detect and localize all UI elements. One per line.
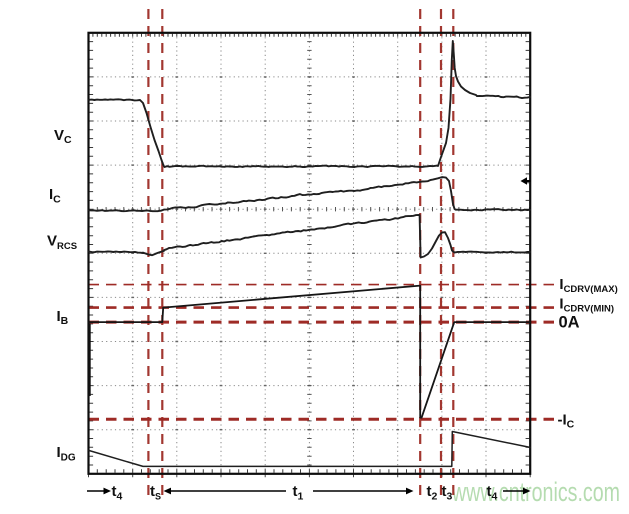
svg-text:0A: 0A — [559, 314, 580, 332]
svg-text:t3: t3 — [442, 483, 453, 502]
svg-text:t4: t4 — [487, 483, 498, 502]
svg-text:t1: t1 — [293, 483, 304, 502]
svg-text:t2: t2 — [427, 483, 438, 502]
svg-text:tS: tS — [150, 483, 161, 501]
svg-text:t4: t4 — [112, 483, 123, 502]
svg-text:www.cntronics.com: www.cntronics.com — [451, 477, 620, 507]
